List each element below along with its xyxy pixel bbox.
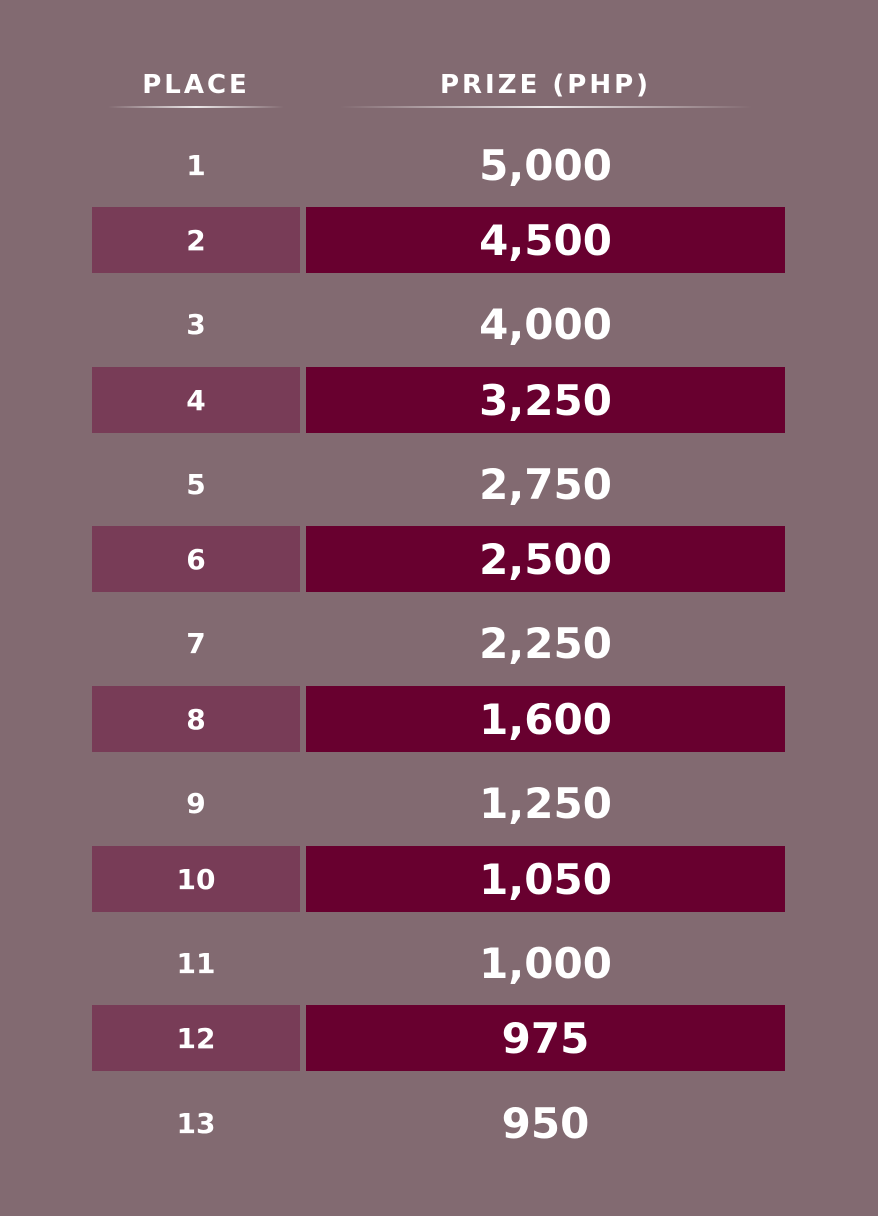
table-row: 3 4,000 <box>0 291 878 357</box>
place-cell: 3 <box>186 307 206 341</box>
prize-cell: 950 <box>501 1098 590 1148</box>
prize-cell: 2,750 <box>479 459 612 509</box>
place-cell: 13 <box>176 1106 216 1140</box>
table-row: 4 3,250 <box>0 367 878 433</box>
table-row: 11 1,000 <box>0 930 878 996</box>
place-cell: 4 <box>92 367 300 433</box>
place-cell: 10 <box>92 846 300 912</box>
table-row: 9 1,250 <box>0 770 878 836</box>
table-row: 5 2,750 <box>0 451 878 517</box>
table-row: 7 2,250 <box>0 610 878 676</box>
place-cell: 6 <box>92 526 300 592</box>
table-row: 8 1,600 <box>0 686 878 752</box>
place-header-underline <box>108 106 284 108</box>
place-column-header: PLACE <box>142 70 250 100</box>
place-cell: 9 <box>186 786 206 820</box>
prize-cell: 5,000 <box>479 140 612 190</box>
prize-cell: 1,050 <box>306 846 785 912</box>
table-row: 6 2,500 <box>0 526 878 592</box>
table-header: PLACE PRIZE (PHP) <box>0 66 878 116</box>
place-cell: 1 <box>186 148 206 182</box>
prize-cell: 1,600 <box>306 686 785 752</box>
place-cell: 7 <box>186 626 206 660</box>
table-row: 2 4,500 <box>0 207 878 273</box>
table-row: 13 950 <box>0 1090 878 1156</box>
place-cell: 2 <box>92 207 300 273</box>
place-cell: 8 <box>92 686 300 752</box>
prize-cell: 4,500 <box>306 207 785 273</box>
prize-cell: 3,250 <box>306 367 785 433</box>
table-row: 10 1,050 <box>0 846 878 912</box>
prize-cell: 2,500 <box>306 526 785 592</box>
prize-cell: 4,000 <box>479 299 612 349</box>
prize-header-underline <box>340 106 752 108</box>
prize-cell: 975 <box>306 1005 785 1071</box>
prize-column-header: PRIZE (PHP) <box>439 70 652 100</box>
table-row: 1 5,000 <box>0 132 878 198</box>
table-row: 12 975 <box>0 1005 878 1071</box>
place-cell: 11 <box>176 946 216 980</box>
prize-cell: 2,250 <box>479 618 612 668</box>
prize-cell: 1,250 <box>479 778 612 828</box>
prize-cell: 1,000 <box>479 938 612 988</box>
place-cell: 12 <box>92 1005 300 1071</box>
place-cell: 5 <box>186 467 206 501</box>
